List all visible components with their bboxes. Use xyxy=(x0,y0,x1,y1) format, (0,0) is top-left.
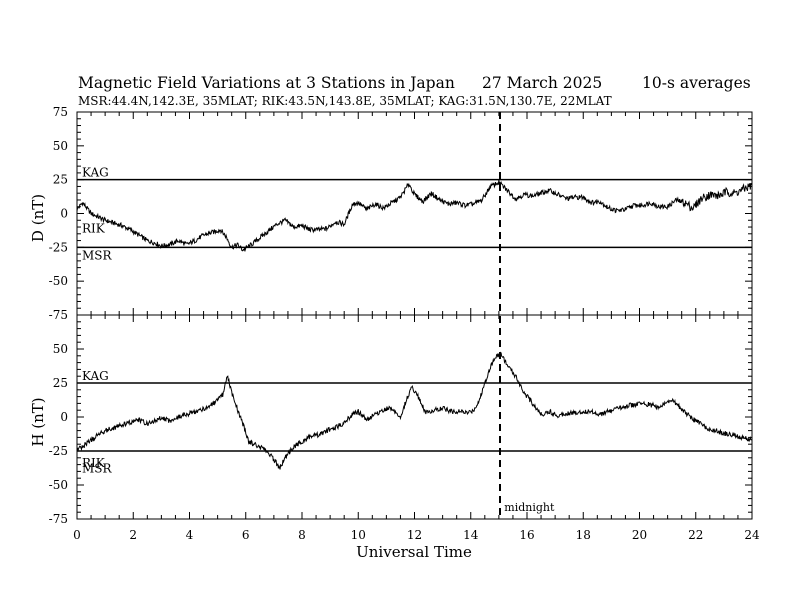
x-tick-label: 22 xyxy=(688,528,703,542)
chart-stations: MSR:44.4N,142.3E, 35MLAT; RIK:43.5N,143.… xyxy=(78,94,612,108)
annotations: midnight xyxy=(504,501,555,514)
x-tick-label: 12 xyxy=(407,528,422,542)
d-y-tick-label: 50 xyxy=(53,139,68,153)
x-tick-label: 0 xyxy=(73,528,81,542)
h-y-tick-label: -25 xyxy=(49,444,68,458)
x-tick-label: 10 xyxy=(351,528,366,542)
x-tick-label: 6 xyxy=(242,528,250,542)
d-baseline-label-kag: KAG xyxy=(82,166,109,180)
d-baseline-label-rik: RIK xyxy=(82,221,106,235)
h-y-tick-label: 50 xyxy=(53,342,68,356)
h-y-tick-label: -50 xyxy=(49,478,68,492)
d-y-axis-title: D (nT) xyxy=(29,194,47,242)
h-series xyxy=(76,351,753,470)
d-panel: 75 50 25 0 -25 -50 -75 KAG RIK MSR D (nT) xyxy=(29,105,753,322)
chart-date: 27 March 2025 xyxy=(482,74,602,92)
h-series-line xyxy=(76,351,753,470)
h-baseline-label-kag: KAG xyxy=(82,369,109,383)
h-y-axis-title: H (nT) xyxy=(29,397,47,446)
d-y-tick-label: -25 xyxy=(49,240,68,254)
d-baseline-label-msr: MSR xyxy=(82,248,113,262)
d-series xyxy=(76,179,753,252)
x-tick-label: 20 xyxy=(632,528,647,542)
h-y-tick-label: 25 xyxy=(53,376,68,390)
d-y-tick-label: 25 xyxy=(53,173,68,187)
x-tick-label: 2 xyxy=(129,528,137,542)
d-x-ticks xyxy=(76,112,753,315)
x-tick-label: 8 xyxy=(298,528,306,542)
h-baseline-label-msr: MSR xyxy=(82,462,113,476)
h-baseline-label-rik: RIK xyxy=(82,456,106,470)
midnight-label: midnight xyxy=(504,501,555,514)
d-y-tick-label: 75 xyxy=(53,105,68,119)
x-tick-label: 14 xyxy=(463,528,479,542)
d-baselines: KAG RIK MSR xyxy=(77,166,752,262)
x-tick-label: 16 xyxy=(519,528,534,542)
d-panel-frame xyxy=(76,111,753,316)
h-y-tick-label: -75 xyxy=(49,512,68,526)
d-y-axis: 75 50 25 0 -25 -50 -75 xyxy=(49,105,752,322)
x-tick-label: 24 xyxy=(744,528,760,542)
d-series-line xyxy=(76,179,753,252)
h-x-axis: 0 2 4 6 8 10 12 14 16 18 20 22 24 xyxy=(73,315,760,542)
h-y-axis: 50 25 0 -25 -50 -75 xyxy=(49,314,752,526)
x-axis-title: Universal Time xyxy=(356,543,472,561)
d-y-tick-label: 0 xyxy=(60,207,68,221)
x-tick-label: 18 xyxy=(576,528,591,542)
d-y-tick-label: -75 xyxy=(49,308,68,322)
chart-title: Magnetic Field Variations at 3 Stations … xyxy=(78,74,455,92)
x-tick-label: 4 xyxy=(186,528,194,542)
d-y-tick-label: -50 xyxy=(49,274,68,288)
h-y-tick-label: 0 xyxy=(60,410,68,424)
chart-averaging: 10-s averages xyxy=(642,74,751,92)
